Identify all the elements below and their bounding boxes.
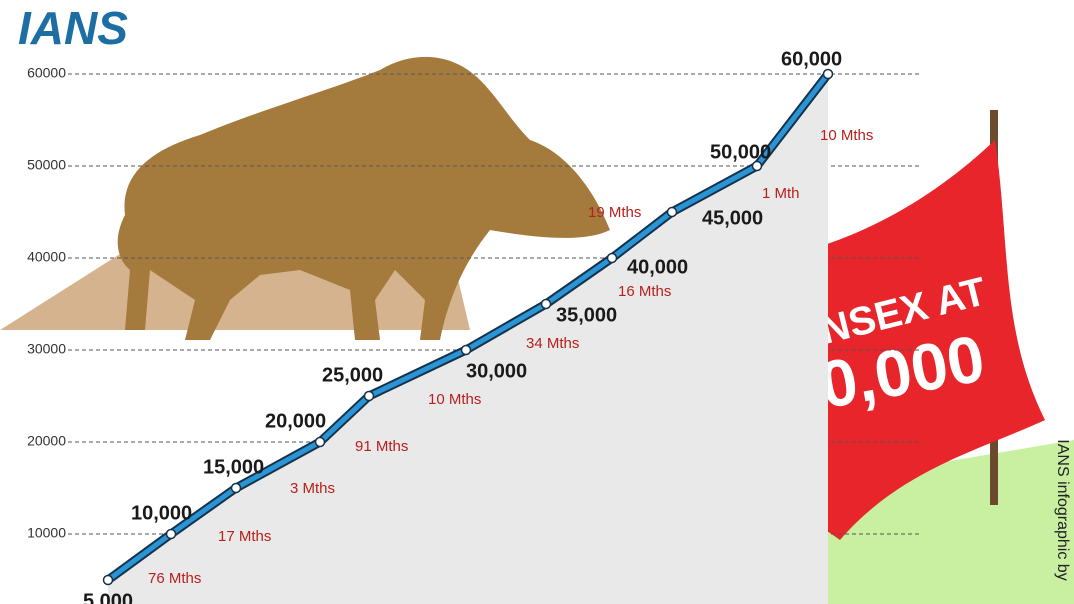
duration-label: 3 Mths xyxy=(290,480,335,497)
value-label: 30,000 xyxy=(466,360,527,382)
value-label: 15,000 xyxy=(203,456,264,478)
point xyxy=(606,252,618,264)
bull xyxy=(117,56,610,341)
y-tick-label: 60000 xyxy=(27,65,66,81)
duration-label: 76 Mths xyxy=(148,570,201,587)
value-label: 60,000 xyxy=(781,48,842,70)
point xyxy=(666,206,678,218)
value-label: 25,000 xyxy=(322,364,383,386)
point xyxy=(102,574,114,586)
y-tick-label: 10000 xyxy=(27,525,66,541)
y-tick-label: 40000 xyxy=(27,249,66,265)
value-label: 50,000 xyxy=(710,141,771,163)
y-tick-label: 20000 xyxy=(27,433,66,449)
value-label: 10,000 xyxy=(131,502,192,524)
value-label: 35,000 xyxy=(556,304,617,326)
value-label: 40,000 xyxy=(627,256,688,278)
value-label: 20,000 xyxy=(265,410,326,432)
y-tick-label: 30000 xyxy=(27,341,66,357)
duration-label: 19 Mths xyxy=(588,204,641,221)
point xyxy=(230,482,242,494)
point xyxy=(540,298,552,310)
value-label: 45,000 xyxy=(702,207,763,229)
value-label: 5,000 xyxy=(83,590,133,604)
point xyxy=(165,528,177,540)
duration-label: 91 Mths xyxy=(355,438,408,455)
duration-label: 16 Mths xyxy=(618,283,671,300)
plot: 10000 20000 30000 40000 50000 60000 76 Mths 17 … xyxy=(27,48,920,604)
point xyxy=(751,160,763,172)
duration-label: 10 Mths xyxy=(428,391,481,408)
shadow-area xyxy=(108,74,828,604)
duration-label: 1 Mth xyxy=(762,185,800,202)
credit: IANS infographic by xyxy=(1054,439,1071,580)
point xyxy=(314,436,326,448)
duration-label: 34 Mths xyxy=(526,335,579,352)
y-tick-label: 50000 xyxy=(27,157,66,173)
duration-label: 17 Mths xyxy=(218,528,271,545)
point xyxy=(363,390,375,402)
duration-label: 10 Mths xyxy=(820,127,873,144)
logo: IANS xyxy=(18,2,128,54)
point xyxy=(460,344,472,356)
point xyxy=(822,68,834,80)
